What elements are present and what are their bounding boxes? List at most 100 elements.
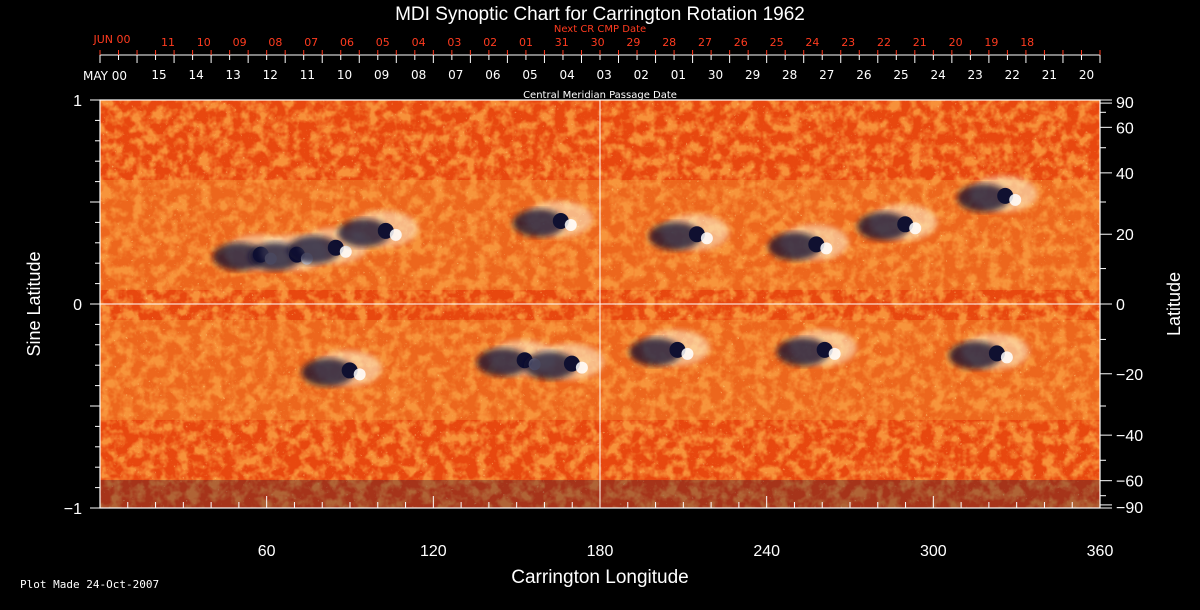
active-region-positive-spot [909, 222, 922, 235]
y-left-tick-label: 1 [73, 93, 82, 110]
next-cr-date-label: 20 [949, 36, 963, 49]
active-region-negative-flux [957, 183, 1010, 212]
x-axis-label: Carrington Longitude [511, 567, 688, 588]
y-left-axis-label: Sine Latitude [24, 251, 44, 356]
cmp-date-label: 01 [671, 68, 686, 82]
x-tick-label: 360 [1087, 543, 1114, 560]
next-cr-date-label: 08 [268, 36, 282, 49]
active-region-positive-spot [1009, 193, 1022, 206]
active-region-negative-flux [776, 337, 829, 366]
next-cr-date-label: 09 [233, 36, 247, 49]
x-tick-label: 300 [920, 543, 947, 560]
next-cr-date-label: 03 [447, 36, 461, 49]
x-tick-label: 180 [587, 543, 614, 560]
cmp-date-label: 10 [337, 68, 352, 82]
next-cr-date-label: 11 [161, 36, 175, 49]
y-left-axis-ticks: 1 0 −1 [64, 93, 100, 518]
next-cr-date-label: 19 [984, 36, 998, 49]
x-axis-ticks: 60 120 180 240 300 360 [127, 496, 1114, 560]
next-cr-month-label: JUN 00 [92, 33, 130, 46]
next-cr-axis-label: Next CR CMP Date [554, 24, 646, 35]
y-right-tick-label: 20 [1116, 227, 1134, 244]
next-cr-date-label: 21 [913, 36, 927, 49]
y-right-axis-label: Latitude [1164, 272, 1184, 336]
next-cr-date-label: 02 [483, 36, 497, 49]
y-right-tick-label: −40 [1116, 428, 1143, 445]
active-regions [212, 175, 1038, 387]
active-region-positive-spot [820, 242, 833, 255]
y-right-tick-label: 40 [1116, 166, 1134, 183]
y-right-tick-label: −60 [1116, 474, 1143, 491]
cmp-date-label: 13 [226, 68, 241, 82]
next-cr-date-label: 27 [698, 36, 712, 49]
next-cr-date-label: 01 [519, 36, 533, 49]
active-region-negative-flux [648, 222, 701, 251]
active-region-negative-flux [337, 218, 390, 247]
y-right-tick-label: 90 [1116, 95, 1134, 112]
active-region-positive-spot [575, 361, 588, 374]
active-region-positive-spot [339, 245, 352, 258]
active-region-negative-flux [301, 358, 354, 387]
cmp-date-label: 06 [485, 68, 500, 82]
next-cr-date-label: 24 [805, 36, 819, 49]
next-cr-date-label: 04 [412, 36, 426, 49]
active-region-positive-spot [681, 347, 694, 360]
active-region-positive-spot [564, 219, 577, 232]
y-right-axis-ticks: 90 60 40 20 0 −20 −40 −60 −90 [1100, 95, 1143, 517]
plot-made-note: Plot Made 24-Oct-2007 [20, 578, 160, 591]
active-region-negative-flux [287, 235, 340, 264]
next-cr-date-label: 25 [770, 36, 784, 49]
y-right-tick-label: −90 [1116, 500, 1143, 517]
cmp-date-label: 23 [968, 68, 983, 82]
x-tick-label: 240 [753, 543, 780, 560]
next-cr-date-label: 31 [555, 36, 569, 49]
cmp-date-label: 11 [300, 68, 315, 82]
cmp-date-label: 08 [411, 68, 426, 82]
active-region-positive-spot [1000, 351, 1013, 364]
active-region-positive-spot [700, 232, 713, 245]
y-left-tick-label: 0 [73, 297, 82, 314]
cmp-date-label: 26 [856, 68, 871, 82]
cmp-date-label: 02 [634, 68, 649, 82]
cmp-month-label: MAY 00 [83, 69, 127, 83]
top-date-ticks [99, 50, 1101, 63]
next-cr-date-label: 22 [877, 36, 891, 49]
next-cr-date-label: 29 [626, 36, 640, 49]
active-region-positive-spot [389, 228, 402, 241]
y-right-tick-label: −20 [1116, 367, 1143, 384]
cmp-date-label: 05 [522, 68, 537, 82]
cmp-date-label: 04 [559, 68, 574, 82]
cmp-date-label: 14 [188, 68, 203, 82]
active-region-positive-spot [353, 368, 366, 381]
next-cr-date-label: 06 [340, 36, 354, 49]
active-region-negative-flux [629, 337, 682, 366]
next-cr-date-label: 07 [304, 36, 318, 49]
cmp-date-label: 21 [1042, 68, 1057, 82]
cmp-date-label: 12 [263, 68, 278, 82]
cmp-date-labels: 15 14 13 12 11 10 09 08 07 06 05 04 03 02 01 30 29 28 27 26… [151, 68, 1094, 82]
active-region-negative-flux [948, 341, 1001, 370]
active-region-positive-spot [828, 347, 841, 360]
active-region-negative-flux [476, 348, 529, 377]
cmp-date-label: 20 [1079, 68, 1094, 82]
active-region-negative-flux [212, 242, 265, 271]
cmp-date-label: 27 [819, 68, 834, 82]
y-left-tick-label: −1 [64, 501, 82, 518]
next-cr-date-label: 28 [662, 36, 676, 49]
cmp-date-label: 24 [930, 68, 945, 82]
cmp-date-label: 25 [893, 68, 908, 82]
cmp-date-label: 22 [1005, 68, 1020, 82]
active-region-negative-flux [512, 209, 565, 238]
active-region-negative-flux [523, 351, 576, 380]
next-cr-date-label: 26 [734, 36, 748, 49]
cmp-date-label: 30 [708, 68, 723, 82]
active-region-negative-flux [857, 212, 910, 241]
y-right-tick-label: 60 [1116, 120, 1134, 137]
next-cr-date-label: 18 [1020, 36, 1034, 49]
active-region-negative-flux [768, 232, 821, 261]
next-cr-date-label: 05 [376, 36, 390, 49]
next-cr-date-label: 30 [591, 36, 605, 49]
next-cr-date-label: 10 [197, 36, 211, 49]
next-cr-date-label: 23 [841, 36, 855, 49]
